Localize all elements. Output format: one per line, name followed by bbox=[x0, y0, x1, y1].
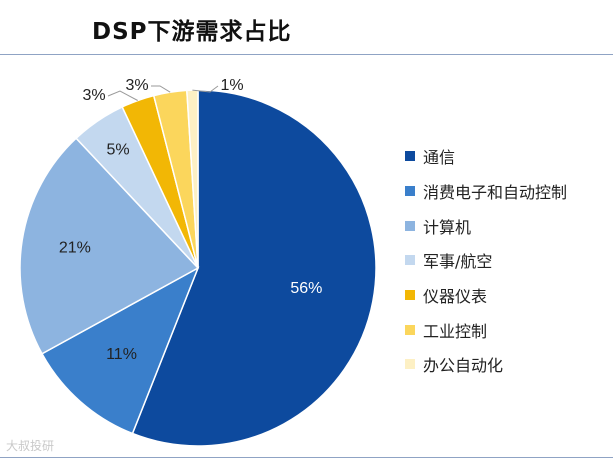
watermark: 大叔投研 bbox=[6, 439, 55, 453]
pie-value-label-6: 3% bbox=[125, 77, 148, 94]
pie-value-labels: 56% 11% 21% 5% 3% 3% 1% bbox=[59, 77, 323, 363]
legend-item: 军事/航空 bbox=[405, 243, 567, 278]
legend-swatch bbox=[405, 290, 415, 301]
pie-value-label-1: 56% bbox=[290, 280, 322, 297]
pie-value-label-2: 11% bbox=[106, 346, 137, 363]
pie-slice-1 bbox=[131, 89, 377, 447]
pie-slice-3 bbox=[19, 137, 200, 355]
title-divider bbox=[0, 54, 613, 55]
chart-legend: 通信消费电子和自动控制 计算机军事/航空仪器仪表工业控制办公自动化 bbox=[405, 139, 567, 382]
legend-label: 消费电子和自动控制 bbox=[423, 183, 568, 203]
leader-line-5 bbox=[107, 90, 138, 101]
legend-label: 通信 bbox=[423, 148, 456, 168]
leader-line-7 bbox=[192, 85, 219, 93]
leader-line-6 bbox=[151, 85, 171, 93]
legend-label: 办公自动化 bbox=[423, 356, 504, 376]
pie-value-label-7: 1% bbox=[220, 77, 243, 94]
pie-slices bbox=[19, 89, 377, 447]
pie-value-label-4: 5% bbox=[106, 141, 129, 158]
legend-item: 仪器仪表 bbox=[405, 278, 567, 313]
legend-label: 仪器仪表 bbox=[423, 287, 488, 307]
pie-value-label-3: 21% bbox=[59, 240, 91, 257]
legend-item: 计算机 bbox=[405, 208, 567, 243]
pie-slice-2 bbox=[41, 266, 200, 435]
legend-item: 通信 bbox=[405, 139, 567, 174]
legend-label: 军事/航空 bbox=[423, 252, 493, 272]
pie-value-label-5: 3% bbox=[82, 87, 105, 104]
legend-label: 计算机 bbox=[423, 217, 472, 237]
legend-swatch bbox=[405, 324, 415, 335]
legend-swatch bbox=[405, 359, 415, 370]
legend-swatch bbox=[405, 255, 415, 266]
legend-item: 工业控制 bbox=[405, 312, 567, 347]
legend-swatch bbox=[405, 151, 415, 162]
footer-divider bbox=[0, 457, 613, 458]
legend-item: 办公自动化 bbox=[405, 347, 567, 382]
chart-title: DSP下游需求占比 bbox=[92, 19, 292, 45]
legend-swatch bbox=[405, 220, 415, 231]
legend-item: 消费电子和自动控制 bbox=[405, 174, 567, 209]
legend-label: 工业控制 bbox=[423, 321, 488, 341]
pie-leader-lines bbox=[107, 85, 219, 101]
legend-swatch bbox=[405, 186, 415, 197]
